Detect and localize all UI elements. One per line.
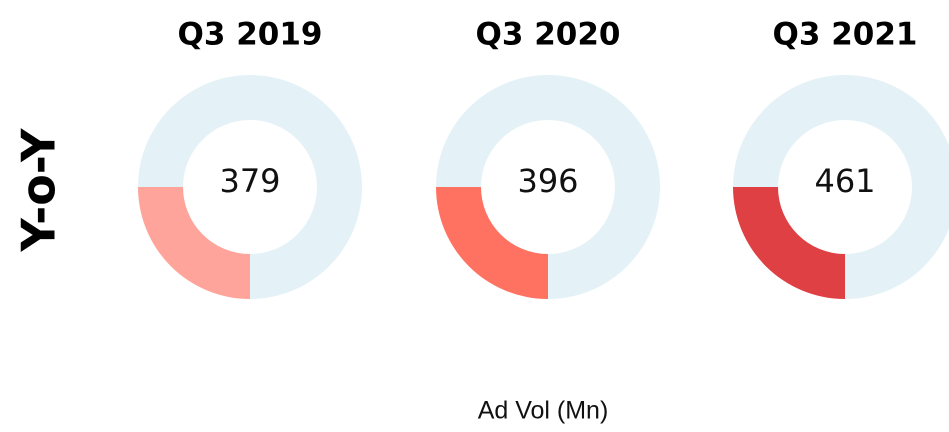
- donut-segment: [138, 75, 362, 299]
- chart-title: Q3 2021: [773, 17, 918, 53]
- chart-title: Q3 2019: [178, 17, 323, 53]
- center-value: 461: [814, 162, 875, 200]
- donut-segment: [733, 187, 845, 299]
- side-label: Y-o-Y: [12, 128, 66, 253]
- center-value: 396: [517, 162, 578, 200]
- donut-segment: [436, 187, 548, 299]
- donut-segment: [138, 187, 250, 299]
- caption: Ad Vol (Mn): [478, 397, 609, 425]
- donut-segment: [733, 75, 949, 299]
- donut-segment: [436, 75, 660, 299]
- center-value: 379: [219, 162, 280, 200]
- chart-title: Q3 2020: [476, 17, 621, 53]
